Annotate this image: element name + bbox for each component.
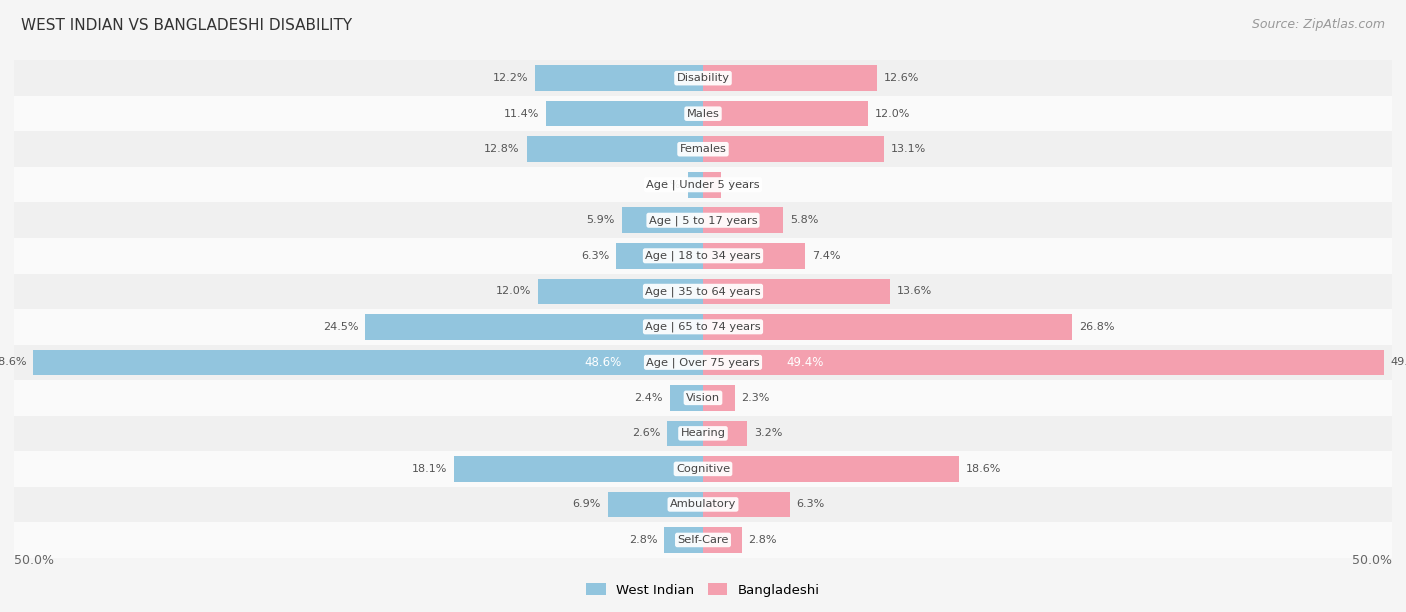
Text: 5.8%: 5.8%	[790, 215, 818, 225]
Text: 26.8%: 26.8%	[1080, 322, 1115, 332]
Bar	[14, 487, 1392, 522]
Bar	[688, 172, 703, 198]
Bar	[14, 61, 1392, 96]
Text: 1.1%: 1.1%	[652, 180, 681, 190]
Bar	[454, 456, 703, 482]
Text: 1.3%: 1.3%	[728, 180, 756, 190]
Text: 2.6%: 2.6%	[631, 428, 661, 438]
Text: Age | Under 5 years: Age | Under 5 years	[647, 179, 759, 190]
Text: 48.6%: 48.6%	[0, 357, 27, 367]
Bar	[703, 527, 741, 553]
Bar	[703, 385, 735, 411]
Text: Males: Males	[686, 109, 720, 119]
Bar	[668, 420, 703, 446]
Text: Age | 18 to 34 years: Age | 18 to 34 years	[645, 250, 761, 261]
Bar	[703, 101, 869, 127]
Text: 12.2%: 12.2%	[492, 73, 529, 83]
Bar	[14, 416, 1392, 451]
Text: 5.9%: 5.9%	[586, 215, 614, 225]
Bar	[366, 314, 703, 340]
Bar	[527, 136, 703, 162]
Text: 2.8%: 2.8%	[628, 535, 658, 545]
Text: 2.3%: 2.3%	[741, 393, 770, 403]
Bar	[14, 167, 1392, 203]
Text: Disability: Disability	[676, 73, 730, 83]
Bar	[703, 136, 883, 162]
Bar	[546, 101, 703, 127]
Text: 50.0%: 50.0%	[1353, 554, 1392, 567]
Bar	[703, 278, 890, 304]
Text: Age | 35 to 64 years: Age | 35 to 64 years	[645, 286, 761, 297]
Text: 7.4%: 7.4%	[811, 251, 841, 261]
Bar	[14, 238, 1392, 274]
Bar	[14, 203, 1392, 238]
Text: 12.0%: 12.0%	[495, 286, 531, 296]
Legend: West Indian, Bangladeshi: West Indian, Bangladeshi	[581, 578, 825, 602]
Text: Hearing: Hearing	[681, 428, 725, 438]
Text: 12.0%: 12.0%	[875, 109, 911, 119]
Text: 3.2%: 3.2%	[754, 428, 782, 438]
Bar	[621, 207, 703, 233]
Bar	[616, 243, 703, 269]
Text: Source: ZipAtlas.com: Source: ZipAtlas.com	[1251, 18, 1385, 31]
Bar	[14, 274, 1392, 309]
Bar	[703, 491, 790, 517]
Text: 12.6%: 12.6%	[883, 73, 920, 83]
Bar	[534, 65, 703, 91]
Bar	[14, 96, 1392, 132]
Text: 49.4%: 49.4%	[1391, 357, 1406, 367]
Bar	[669, 385, 703, 411]
Text: 6.3%: 6.3%	[797, 499, 825, 509]
Bar	[703, 65, 876, 91]
Bar	[665, 527, 703, 553]
Text: 18.1%: 18.1%	[412, 464, 447, 474]
Text: 18.6%: 18.6%	[966, 464, 1001, 474]
Bar	[14, 451, 1392, 487]
Text: Age | 5 to 17 years: Age | 5 to 17 years	[648, 215, 758, 225]
Bar	[14, 132, 1392, 167]
Text: 48.6%: 48.6%	[583, 356, 621, 369]
Text: Cognitive: Cognitive	[676, 464, 730, 474]
Bar	[14, 309, 1392, 345]
Bar	[14, 345, 1392, 380]
Text: 13.1%: 13.1%	[890, 144, 925, 154]
Text: Ambulatory: Ambulatory	[669, 499, 737, 509]
Bar	[703, 349, 1384, 375]
Text: Self-Care: Self-Care	[678, 535, 728, 545]
Text: WEST INDIAN VS BANGLADESHI DISABILITY: WEST INDIAN VS BANGLADESHI DISABILITY	[21, 18, 353, 34]
Bar	[703, 420, 747, 446]
Text: Vision: Vision	[686, 393, 720, 403]
Text: Age | Over 75 years: Age | Over 75 years	[647, 357, 759, 368]
Bar	[703, 243, 806, 269]
Text: 2.8%: 2.8%	[748, 535, 778, 545]
Text: 6.3%: 6.3%	[581, 251, 609, 261]
Bar	[607, 491, 703, 517]
Bar	[14, 522, 1392, 558]
Bar	[703, 314, 1073, 340]
Text: 11.4%: 11.4%	[503, 109, 538, 119]
Text: 50.0%: 50.0%	[14, 554, 53, 567]
Text: 13.6%: 13.6%	[897, 286, 932, 296]
Text: 2.4%: 2.4%	[634, 393, 664, 403]
Bar	[703, 207, 783, 233]
Bar	[703, 172, 721, 198]
Bar	[14, 380, 1392, 416]
Bar	[34, 349, 703, 375]
Text: 24.5%: 24.5%	[323, 322, 359, 332]
Text: 12.8%: 12.8%	[484, 144, 520, 154]
Bar	[703, 456, 959, 482]
Bar	[537, 278, 703, 304]
Text: 49.4%: 49.4%	[786, 356, 824, 369]
Text: 6.9%: 6.9%	[572, 499, 600, 509]
Text: Females: Females	[679, 144, 727, 154]
Text: Age | 65 to 74 years: Age | 65 to 74 years	[645, 321, 761, 332]
